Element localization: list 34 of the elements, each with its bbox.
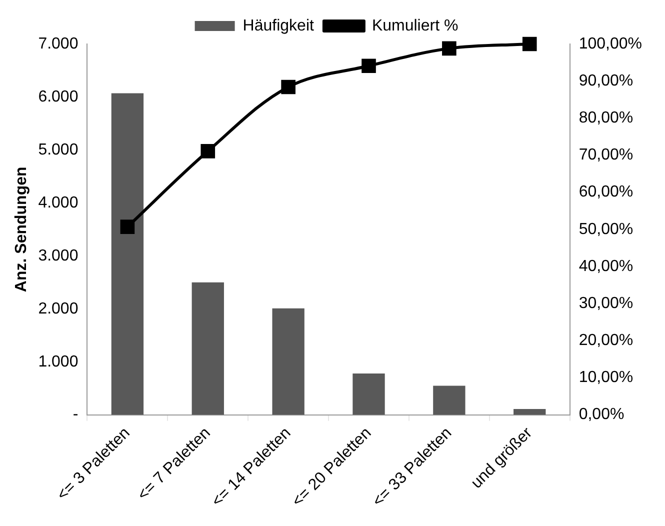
y2-tick-label: 30,00% — [578, 294, 634, 312]
y2-tick-label: 50,00% — [578, 220, 634, 238]
y-tick-label: 2.000 — [38, 300, 78, 318]
y-tick-label: 6.000 — [38, 88, 78, 106]
point — [281, 80, 296, 94]
y2-tick-label: 60,00% — [578, 184, 634, 201]
y-axis-title: Anz. Sendungen — [13, 166, 30, 292]
y2-tick-label: 40,00% — [578, 258, 634, 275]
point — [120, 220, 135, 234]
y2-tick-label: 80,00% — [578, 110, 634, 127]
point — [362, 58, 376, 74]
point — [522, 36, 537, 52]
bar — [433, 386, 466, 415]
y2-tick-label: 90,00% — [578, 72, 634, 90]
y-tick-label: 3.000 — [38, 247, 78, 264]
y2-tick-label: 20,00% — [578, 332, 634, 350]
legend-label: Kumuliert % — [372, 17, 458, 34]
y2-tick-label: 100,00% — [578, 35, 642, 52]
bar — [272, 308, 304, 415]
bar — [192, 282, 224, 415]
y2-tick-label: 10,00% — [578, 369, 634, 386]
y-tick-label: 1.000 — [38, 353, 78, 370]
y-tick-label: 7.000 — [38, 35, 78, 52]
y-tick-label: 5.000 — [38, 141, 78, 158]
bar — [514, 408, 546, 415]
bar — [352, 374, 385, 415]
bar — [111, 93, 144, 415]
y2-tick-label: 70,00% — [578, 146, 634, 164]
point — [200, 144, 216, 158]
y-tick-label: 4.000 — [38, 194, 78, 212]
y2-tick-label: 0,00% — [578, 406, 624, 424]
point — [442, 41, 456, 56]
legend-label: Häufigkeit — [242, 17, 315, 34]
y-tick-label: - — [72, 406, 78, 424]
